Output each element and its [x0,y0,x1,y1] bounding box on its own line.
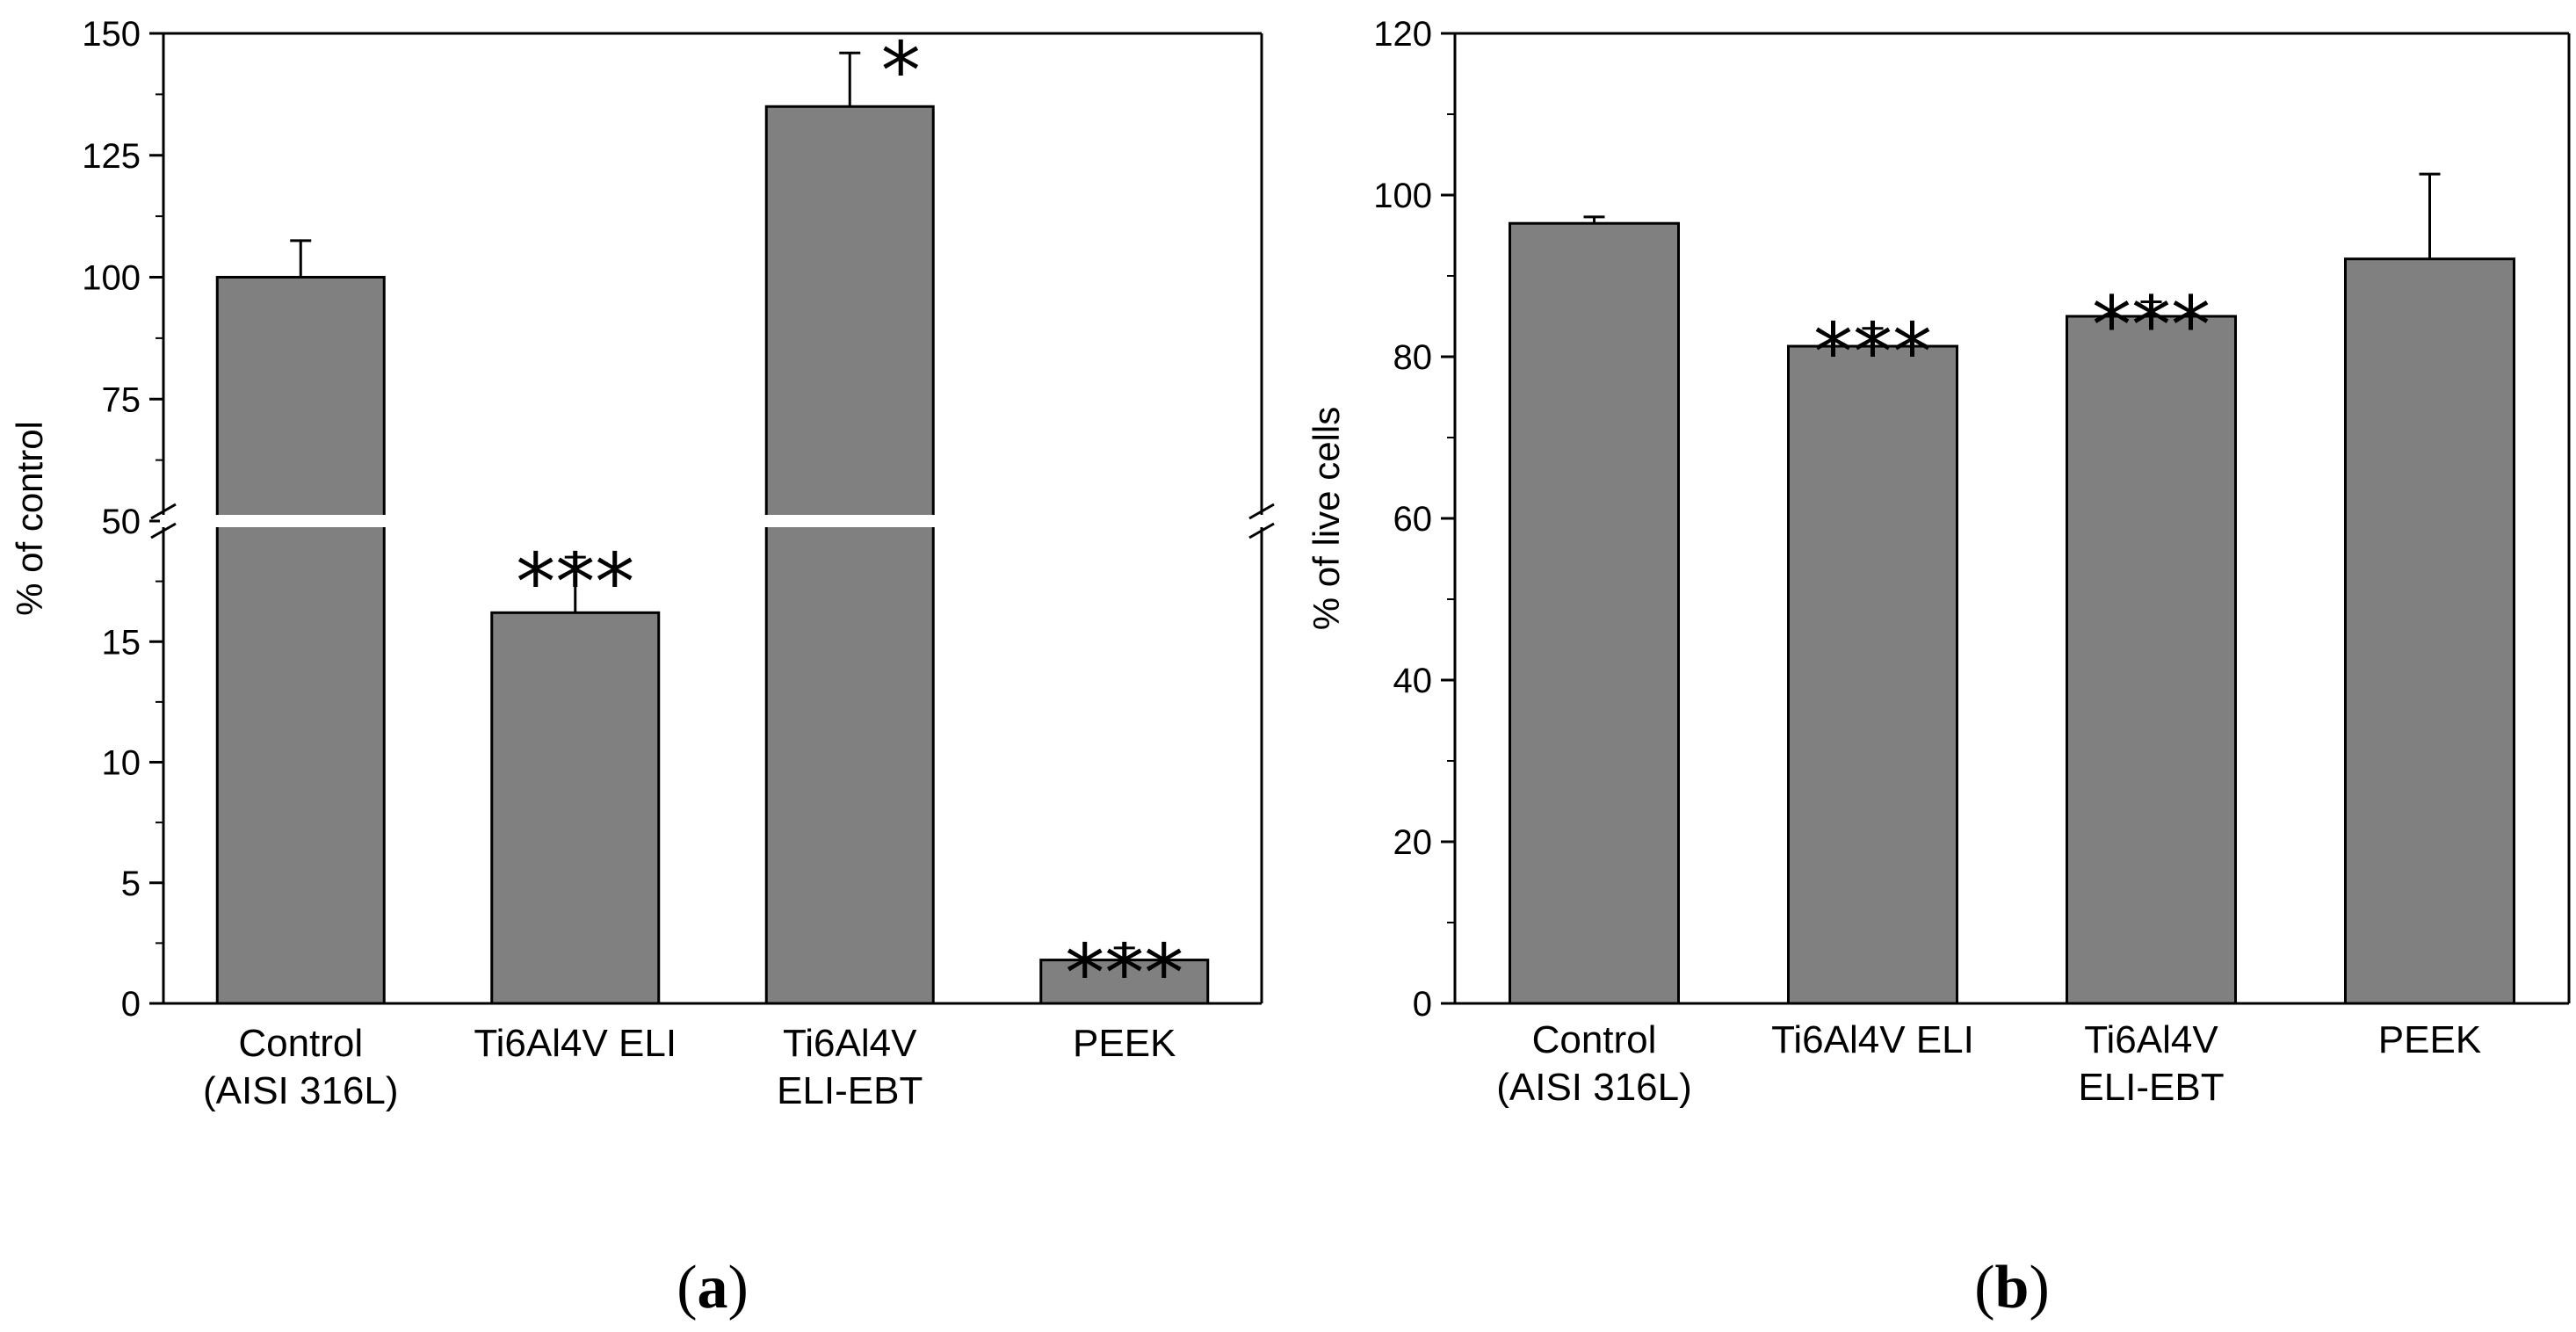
panel-b-y-tick-label: 80 [1393,338,1433,377]
panel-a-significance-marker: *** [516,537,634,629]
panel-a-break-mark-left [150,503,177,520]
panel-a-break-mark-right [1248,522,1275,539]
panel-a-axis-break-gap [160,515,1265,527]
panel-a-y-tick-label: 10 [102,744,141,783]
panel-b-bar [1509,221,1680,1005]
panel-a-bar [490,611,661,1005]
panel-a-y-tick-label: 100 [82,259,141,298]
panel-a-category-label: Ti6Al4V ELI [474,1022,677,1065]
panel-a-bar [215,276,386,1005]
panel-b-significance-marker: *** [1813,307,1932,399]
panel-b-label: (b) [1974,1254,2050,1321]
panel-b-category-label: (AISI 316L) [1496,1066,1692,1109]
panel-a-y-tick-label: 75 [102,380,141,419]
panel-a-bar [1039,959,1210,1005]
panel-b-chart: 0 20 40 60 80 100 120 Control (AISI 316L) *** Ti6A… [1306,15,2571,1321]
panel-b-category-label: Ti6Al4V [2084,1018,2218,1061]
panel-a-label: (a) [677,1254,749,1321]
panel-b-category-label: PEEK [2378,1018,2481,1061]
panel-b-bar [1787,344,1958,1005]
panel-b-category-label: Ti6Al4V ELI [1771,1018,1974,1061]
panel-a-category-label: PEEK [1073,1022,1176,1065]
panel-a-y-tick-label: 125 [82,137,141,176]
panel-a-y-axis-title: % of control [9,421,50,616]
panel-b-y-tick-label: 40 [1393,662,1433,700]
panel-b-category-label: ELI-EBT [2078,1066,2224,1109]
panel-b-category-label: Control [1532,1018,1657,1061]
panel-b-y-tick-label: 120 [1373,15,1432,54]
panel-b-bar [2344,257,2515,1005]
panel-a-y-tick-label: 50 [102,503,141,541]
panel-a-category-label: ELI-EBT [777,1069,923,1112]
panel-a-category-label: Ti6Al4V [783,1022,917,1065]
panel-a-break-mark-left [150,522,177,539]
panel-a-y-tick-label: 0 [121,985,141,1024]
panel-a-significance-marker: * [881,25,921,118]
panel-a-category-label: Control [238,1022,363,1065]
panel-a-y-tick-label: 150 [82,15,141,54]
panel-a-bar [764,105,935,1005]
panel-b-y-tick-label: 20 [1393,823,1433,862]
panel-b-y-axis-title: % of live cells [1306,407,1347,630]
panel-b-y-tick-label: 0 [1413,985,1432,1024]
panel-a-category-label: (AISI 316L) [203,1069,399,1112]
panel-b-bar [2066,315,2237,1005]
panel-a-y-tick-label: 5 [121,865,141,903]
panel-b-significance-marker: *** [2092,279,2211,372]
panel-a-y-tick-label: 15 [102,623,141,662]
panel-a-significance-marker: *** [1065,928,1183,1020]
panel-b-y-tick-label: 100 [1373,177,1432,215]
panel-b-y-tick-label: 60 [1393,500,1433,539]
panel-a-break-mark-right [1248,503,1275,520]
